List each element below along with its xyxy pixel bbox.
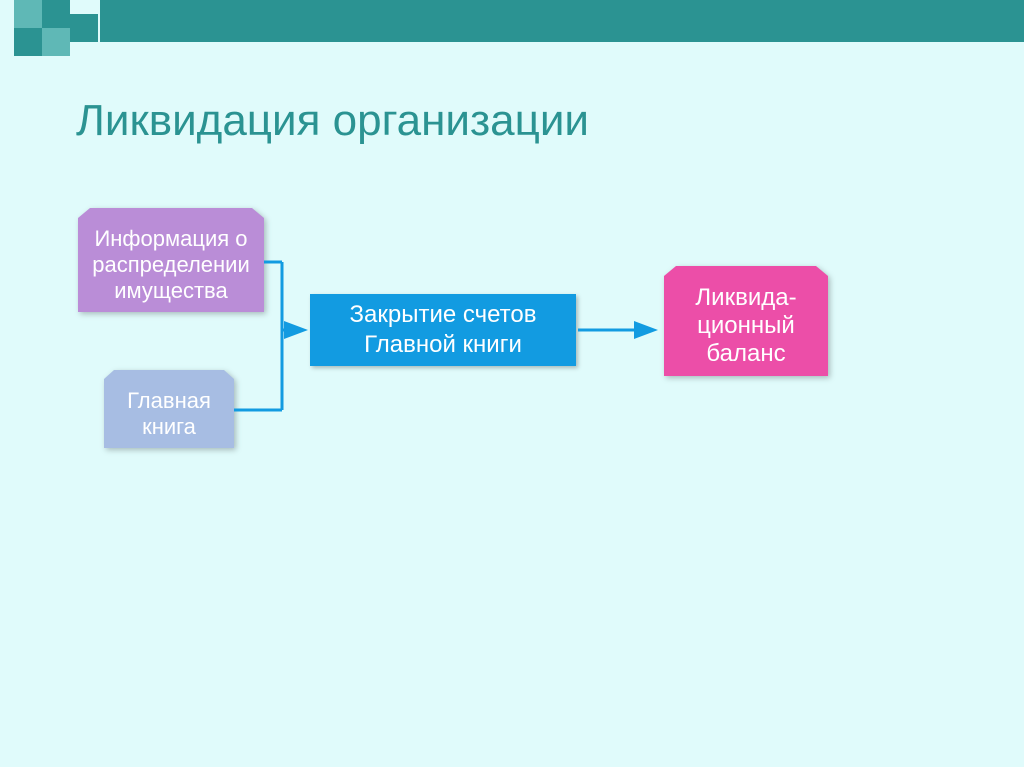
node-balance-label: Ликвида- ционный баланс — [695, 284, 796, 368]
header-decoration — [0, 0, 1024, 42]
slide: Ликвидация организации Информация о расп… — [0, 0, 1024, 767]
node-info-label: Информация о распределении имущества — [92, 226, 250, 304]
node-info: Информация о распределении имущества — [78, 208, 264, 312]
node-close-label: Закрытие счетов Главной книги — [350, 300, 537, 360]
node-close: Закрытие счетов Главной книги — [310, 294, 576, 366]
slide-title: Ликвидация организации — [76, 96, 589, 146]
node-ledger-label: Главная книга — [127, 388, 211, 440]
node-ledger: Главная книга — [104, 370, 234, 448]
node-balance: Ликвида- ционный баланс — [664, 266, 828, 376]
